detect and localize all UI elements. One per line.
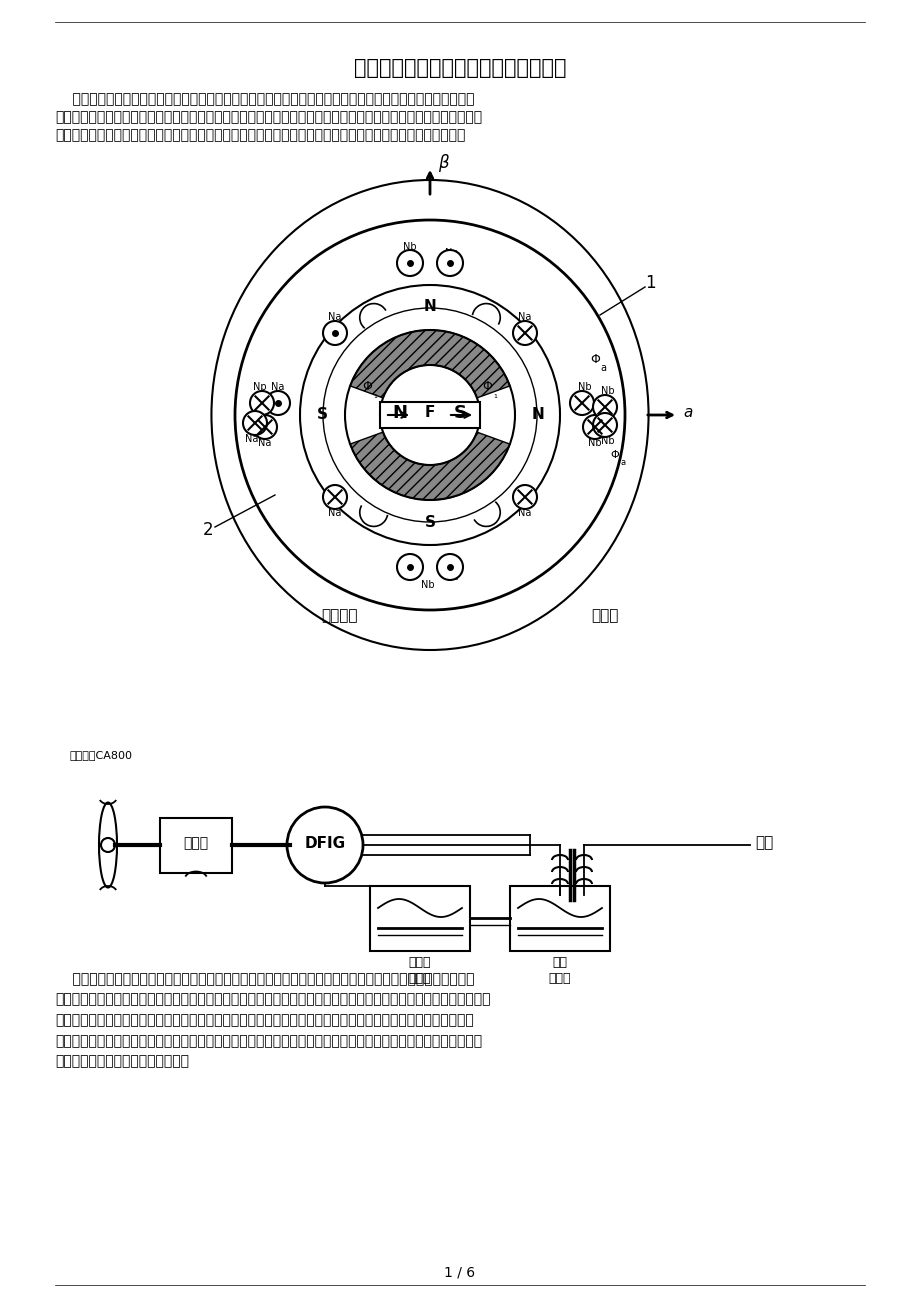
Circle shape <box>593 413 617 437</box>
Text: Nb: Nb <box>600 436 614 447</box>
Wedge shape <box>350 329 509 398</box>
Text: DFIG: DFIG <box>304 836 346 852</box>
Circle shape <box>513 322 537 345</box>
Circle shape <box>437 553 462 579</box>
Text: a: a <box>682 405 692 421</box>
Text: 网侧
变换器: 网侧 变换器 <box>548 956 571 984</box>
Text: 研究报告显示：依据目前的风车技术，大约是每秒三公尺的微风速度（微风的程度），便可以开始发电。风力发电正: 研究报告显示：依据目前的风车技术，大约是每秒三公尺的微风速度（微风的程度），便可… <box>55 109 482 124</box>
Text: Φ: Φ <box>482 380 492 393</box>
Bar <box>160 818 232 872</box>
Circle shape <box>287 807 363 883</box>
Text: 永磁体: 永磁体 <box>591 608 618 622</box>
Circle shape <box>397 250 423 276</box>
Text: a: a <box>619 458 625 467</box>
Text: 在世界上形成一股热潮，为风力发电没有燃料问题，也不会产生辐射或空气污染。下面先看风力发电机结构图。: 在世界上形成一股热潮，为风力发电没有燃料问题，也不会产生辐射或空气污染。下面先看… <box>55 128 465 142</box>
Text: 齿轮箱: 齿轮箱 <box>183 836 209 850</box>
Text: 风力发电机结构图分析风力发电机原理: 风力发电机结构图分析风力发电机原理 <box>354 59 565 78</box>
Text: Na: Na <box>445 572 459 582</box>
Circle shape <box>397 553 423 579</box>
Text: Φ: Φ <box>589 354 599 366</box>
Text: Na: Na <box>328 312 341 322</box>
Circle shape <box>101 838 115 852</box>
Text: 2: 2 <box>202 521 213 539</box>
Text: Na: Na <box>271 381 284 392</box>
Text: Na: Na <box>517 508 531 518</box>
Circle shape <box>250 391 274 415</box>
Text: Nb: Nb <box>403 242 416 253</box>
Circle shape <box>437 250 462 276</box>
Text: ₁: ₁ <box>373 391 377 400</box>
Text: 风力发电在芬兰、丹麦等国家很流行；我国也在西部地区大力提倡。小型风力发电系统效率很高，但它不是只
由一个发电机头组成的，而是一个有一定科技含量的小系统：风力发电: 风力发电在芬兰、丹麦等国家很流行；我国也在西部地区大力提倡。小型风力发电系统效率… <box>55 973 490 1069</box>
Text: N: N <box>392 404 407 422</box>
Text: Na: Na <box>445 247 459 258</box>
Text: β: β <box>437 154 448 172</box>
Text: 转子侧
变换器: 转子侧 变换器 <box>408 956 431 984</box>
Text: Np: Np <box>253 381 267 392</box>
Text: Φ: Φ <box>362 380 371 393</box>
Text: Nb: Nb <box>577 381 591 392</box>
Circle shape <box>570 391 594 415</box>
Wedge shape <box>350 432 509 500</box>
Text: N: N <box>423 299 436 315</box>
Text: 电网: 电网 <box>754 836 772 850</box>
Text: Na: Na <box>245 434 258 444</box>
Text: 风力发电的原理，是利用风力带动风车叶片旋转，再透过增速机将旋转的速度提升，来促使发电机发电。风力: 风力发电的原理，是利用风力带动风车叶片旋转，再透过增速机将旋转的速度提升，来促使… <box>55 92 474 105</box>
Circle shape <box>513 486 537 509</box>
Text: Φ: Φ <box>610 450 618 460</box>
Text: S: S <box>316 408 327 423</box>
Text: 1: 1 <box>644 273 654 292</box>
Text: Na: Na <box>517 312 531 322</box>
Text: Nb: Nb <box>600 385 614 396</box>
Text: ₁: ₁ <box>493 391 496 400</box>
Circle shape <box>323 486 346 509</box>
Bar <box>509 885 609 950</box>
Text: S: S <box>453 404 466 422</box>
Text: 转子铁心: 转子铁心 <box>322 608 357 622</box>
Text: a: a <box>599 363 606 372</box>
Circle shape <box>266 391 289 415</box>
Text: 1 / 6: 1 / 6 <box>444 1266 475 1279</box>
Text: Na: Na <box>258 437 271 448</box>
Text: F: F <box>425 405 435 421</box>
Circle shape <box>243 411 267 435</box>
Bar <box>380 402 480 428</box>
Text: 版权所有CA800: 版权所有CA800 <box>70 750 133 760</box>
Circle shape <box>253 415 277 439</box>
Circle shape <box>323 322 346 345</box>
Text: N: N <box>531 408 544 423</box>
Circle shape <box>593 395 617 419</box>
Circle shape <box>583 415 607 439</box>
Text: S: S <box>424 516 435 530</box>
Text: Na: Na <box>328 508 341 518</box>
Text: Nb: Nb <box>421 579 435 590</box>
Text: Nb: Nb <box>587 437 601 448</box>
Bar <box>369 885 470 950</box>
